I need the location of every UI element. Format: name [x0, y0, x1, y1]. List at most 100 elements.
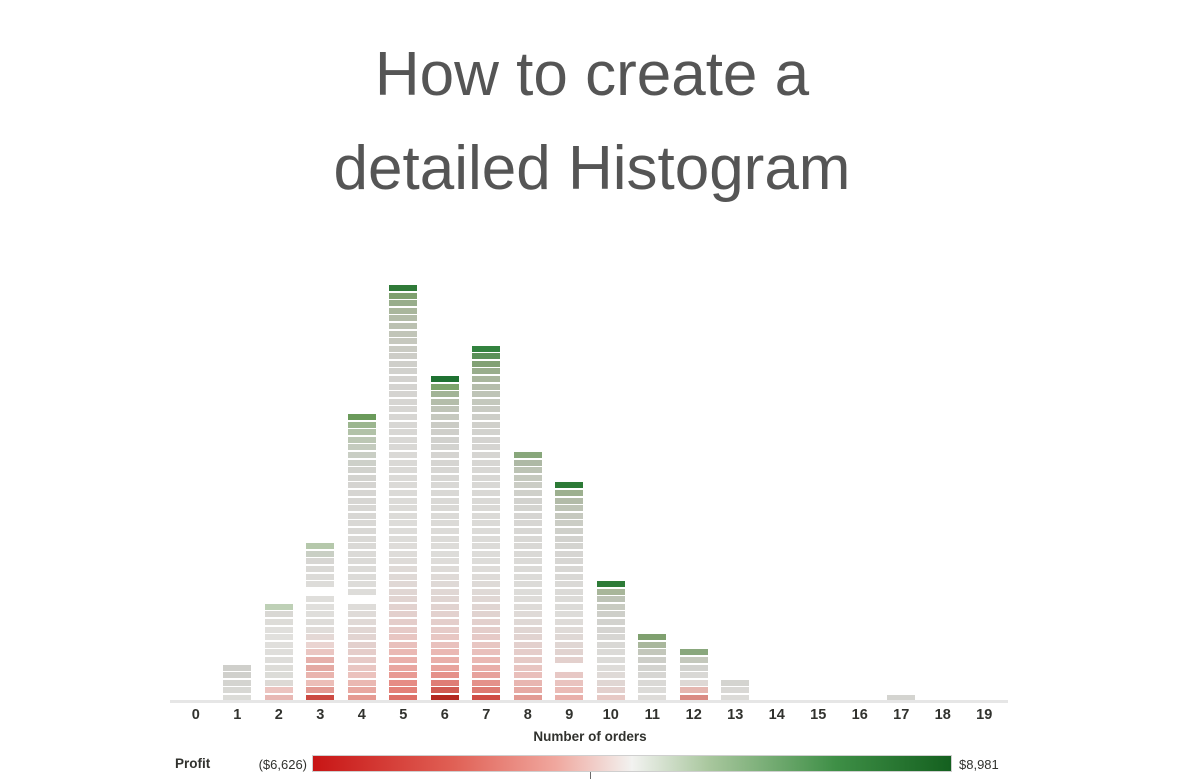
bar-segment[interactable] [389, 368, 418, 375]
bar-segment[interactable] [679, 657, 708, 664]
bar-segment[interactable] [389, 619, 418, 626]
bar-segment[interactable] [347, 452, 376, 458]
bar-segment[interactable] [389, 315, 418, 322]
bar-segment[interactable] [389, 581, 418, 588]
bar-segment[interactable] [513, 664, 542, 671]
bar-segment[interactable] [264, 687, 293, 694]
bar-segment[interactable] [306, 687, 335, 694]
bar-segment[interactable] [347, 657, 376, 664]
bar-segment[interactable] [472, 459, 501, 466]
bar-segment[interactable] [430, 588, 459, 595]
bar-segment[interactable] [555, 489, 584, 496]
bar-segment[interactable] [389, 497, 418, 504]
bar-segment[interactable] [430, 687, 459, 694]
bar-segment[interactable] [347, 603, 376, 610]
bar-segment[interactable] [389, 573, 418, 580]
bar-segment[interactable] [555, 527, 584, 534]
bar-segment[interactable] [596, 588, 625, 595]
bar-segment[interactable] [389, 520, 418, 527]
bar-segment[interactable] [472, 550, 501, 557]
bar-segment[interactable] [389, 687, 418, 694]
bar-segment[interactable] [389, 429, 418, 436]
bar-segment[interactable] [389, 300, 418, 307]
bar-segment[interactable] [347, 512, 376, 519]
bar-segment[interactable] [679, 687, 708, 694]
bar-segment[interactable] [555, 603, 584, 610]
bar-segment[interactable] [513, 467, 542, 474]
bar-segment[interactable] [555, 558, 584, 565]
bar-segment[interactable] [306, 649, 335, 656]
bar-segment[interactable] [264, 641, 293, 648]
bar-4[interactable] [347, 412, 376, 701]
bar-segment[interactable] [472, 649, 501, 656]
bar-segment[interactable] [306, 664, 335, 671]
bar-segment[interactable] [513, 527, 542, 534]
bar-segment[interactable] [389, 452, 418, 458]
bar-segment[interactable] [555, 482, 584, 489]
bar-segment[interactable] [430, 679, 459, 686]
bar-segment[interactable] [347, 672, 376, 679]
bar-segment[interactable] [638, 649, 667, 656]
bar-segment[interactable] [555, 619, 584, 626]
bar-segment[interactable] [430, 619, 459, 626]
bar-segment[interactable] [264, 664, 293, 671]
bar-segment[interactable] [555, 596, 584, 603]
bar-segment[interactable] [430, 444, 459, 451]
bar-segment[interactable] [555, 657, 584, 664]
bar-segment[interactable] [555, 543, 584, 550]
bar-17[interactable] [887, 693, 916, 701]
bar-segment[interactable] [472, 489, 501, 496]
bar-segment[interactable] [264, 679, 293, 686]
bar-segment[interactable] [513, 679, 542, 686]
bar-segment[interactable] [347, 474, 376, 481]
bar-segment[interactable] [347, 626, 376, 633]
bar-segment[interactable] [513, 535, 542, 542]
bar-segment[interactable] [306, 589, 334, 595]
bar-segment[interactable] [472, 679, 501, 686]
bar-segment[interactable] [472, 429, 501, 436]
bar-segment[interactable] [513, 588, 542, 595]
bar-segment[interactable] [472, 467, 501, 474]
bar-segment[interactable] [389, 459, 418, 466]
bar-segment[interactable] [389, 626, 418, 633]
bar-segment[interactable] [430, 376, 459, 383]
bar-segment[interactable] [430, 474, 459, 481]
bar-segment[interactable] [389, 330, 418, 337]
bar-segment[interactable] [430, 543, 459, 550]
bar-segment[interactable] [555, 611, 584, 618]
bar-segment[interactable] [555, 535, 584, 542]
bar-segment[interactable] [430, 527, 459, 534]
bar-segment[interactable] [513, 687, 542, 694]
bar-segment[interactable] [513, 596, 542, 603]
bar-segment[interactable] [430, 505, 459, 512]
bar-segment[interactable] [596, 679, 625, 686]
bar-segment[interactable] [430, 520, 459, 527]
bar-segment[interactable] [347, 550, 376, 557]
bar-segment[interactable] [347, 535, 376, 542]
bar-segment[interactable] [430, 383, 459, 390]
bar-segment[interactable] [555, 687, 584, 694]
bar-segment[interactable] [430, 489, 459, 496]
bar-segment[interactable] [472, 505, 501, 512]
bar-segment[interactable] [306, 626, 335, 633]
bar-segment[interactable] [264, 626, 293, 633]
bar-segment[interactable] [264, 695, 293, 701]
bar-segment[interactable] [638, 679, 667, 686]
bar-segment[interactable] [223, 687, 252, 694]
bar-segment[interactable] [555, 672, 584, 679]
bar-segment[interactable] [306, 679, 335, 686]
bar-segment[interactable] [555, 626, 584, 633]
bar-segment[interactable] [347, 467, 376, 474]
bar-segment[interactable] [306, 558, 335, 565]
bar-segment[interactable] [306, 672, 335, 679]
bar-segment[interactable] [430, 664, 459, 671]
bar-segment[interactable] [389, 649, 418, 656]
bar-segment[interactable] [596, 626, 625, 633]
bar-segment[interactable] [430, 672, 459, 679]
bar-segment[interactable] [638, 641, 667, 648]
bar-segment[interactable] [389, 436, 418, 443]
bar-segment[interactable] [430, 414, 459, 421]
bar-segment[interactable] [347, 489, 376, 496]
bar-segment[interactable] [513, 657, 542, 664]
bar-segment[interactable] [306, 596, 335, 603]
